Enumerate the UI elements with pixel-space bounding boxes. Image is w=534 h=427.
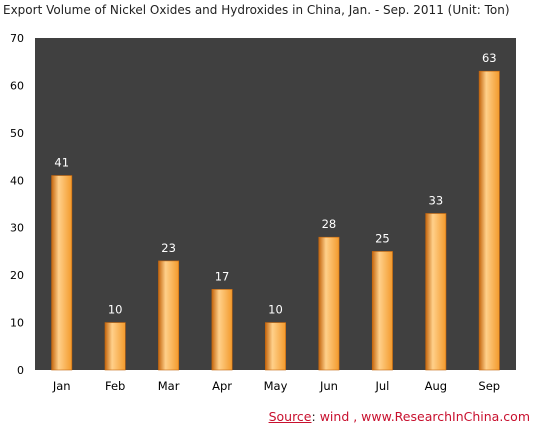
- bar-sep: [478, 70, 500, 371]
- y-tick-label: 70: [10, 32, 24, 45]
- bar-jan: [51, 175, 73, 371]
- source-text: wind , www.ResearchInChina.com: [319, 409, 530, 424]
- x-tick-label: Apr: [212, 379, 232, 393]
- x-tick-label: Jul: [374, 379, 389, 393]
- x-tick-label: Sep: [478, 379, 500, 393]
- bar-may: [265, 322, 286, 371]
- source-note: Source: wind , www.ResearchInChina.com: [269, 409, 530, 424]
- data-label-jun: 28: [322, 217, 337, 231]
- source-label: Source: [268, 409, 312, 424]
- y-tick-label: 10: [10, 317, 24, 330]
- x-tick-label: Aug: [425, 379, 447, 393]
- bar-series: 41 10 23 17 10 28 25 33 63: [51, 51, 500, 371]
- data-label-jan: 41: [54, 156, 69, 170]
- data-label-feb: 10: [108, 303, 123, 317]
- data-label-jul: 25: [375, 231, 390, 245]
- data-label-sep: 63: [482, 51, 497, 65]
- chart-title: Export Volume of Nickel Oxides and Hydro…: [3, 3, 510, 17]
- x-tick-label: Mar: [158, 379, 180, 393]
- bar-mar: [158, 260, 180, 371]
- bar-jun: [318, 236, 340, 371]
- source-separator: :: [311, 409, 316, 424]
- bar-aug: [425, 213, 447, 371]
- data-label-may: 10: [268, 303, 283, 317]
- y-tick-label: 30: [10, 222, 24, 235]
- x-tick-label: Jun: [319, 379, 338, 393]
- bar-jul: [371, 251, 393, 371]
- data-label-mar: 23: [161, 241, 176, 255]
- x-axis: Jan Feb Mar Apr May Jun Jul Aug Sep: [52, 379, 500, 393]
- x-tick-label: May: [264, 379, 288, 393]
- y-tick-label: 20: [10, 269, 24, 282]
- data-label-aug: 33: [429, 193, 444, 207]
- y-tick-label: 0: [17, 364, 24, 377]
- x-tick-label: Jan: [52, 379, 71, 393]
- y-tick-label: 50: [10, 127, 24, 140]
- y-tick-label: 40: [10, 174, 24, 187]
- y-tick-label: 60: [10, 79, 24, 92]
- y-axis: 0 10 20 30 40 50 60 70: [10, 32, 24, 377]
- x-tick-label: Feb: [105, 379, 125, 393]
- bar-apr: [211, 289, 233, 371]
- bar-feb: [104, 322, 126, 371]
- data-label-apr: 17: [215, 269, 230, 283]
